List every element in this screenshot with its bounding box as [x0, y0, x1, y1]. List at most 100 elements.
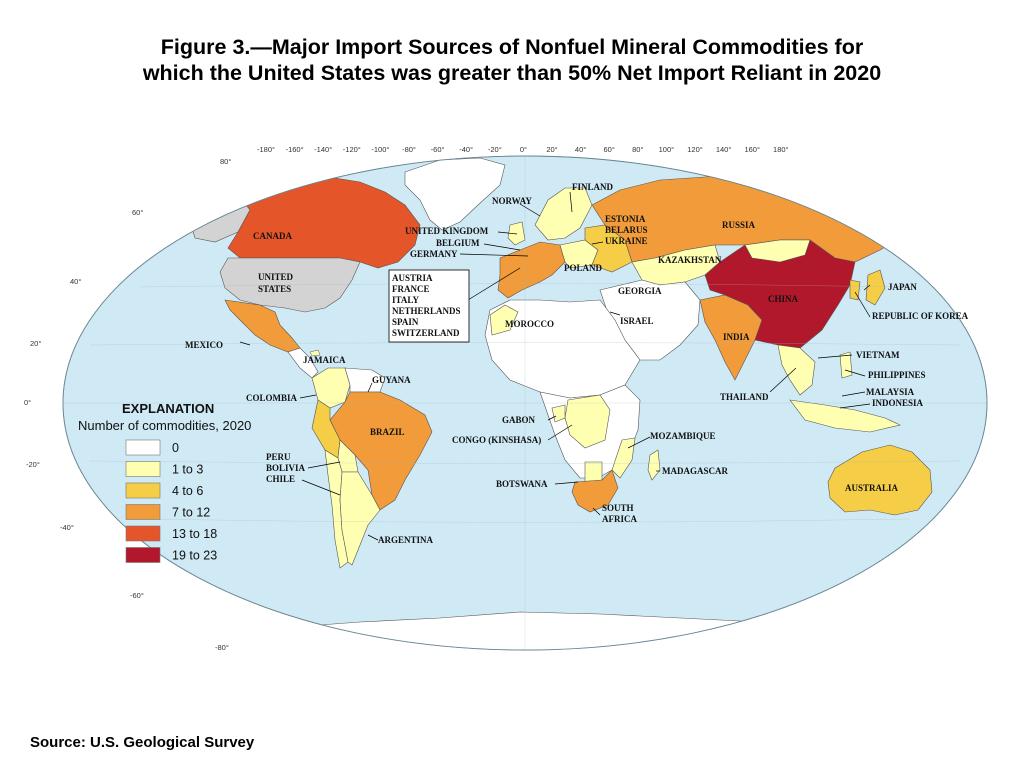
longitude-tick: 0°	[520, 145, 527, 154]
title-line-2: which the United States was greater than…	[142, 61, 882, 85]
label-jamaica: JAMAICA	[303, 355, 346, 365]
label-thailand: THAILAND	[720, 392, 769, 402]
latitude-tick: 0°	[24, 398, 31, 407]
legend-swatch	[125, 461, 161, 477]
label-indonesia: INDONESIA	[872, 398, 924, 408]
label-poland: POLAND	[564, 263, 603, 273]
longitude-tick: 140°	[716, 145, 732, 154]
legend-swatch	[125, 504, 161, 520]
longitude-tick: 160°	[744, 145, 760, 154]
source-note: Source: U.S. Geological Survey	[30, 734, 255, 751]
longitude-tick: -20°	[488, 145, 502, 154]
legend-label: 13 to 18	[172, 527, 217, 541]
land-western-europe	[497, 241, 566, 299]
label-belgium: BELGIUM	[436, 238, 480, 248]
longitude-tick: 40°	[575, 145, 586, 154]
label-colombia: COLOMBIA	[246, 393, 298, 403]
europe-box	[388, 269, 470, 343]
latitude-tick: 40°	[70, 277, 81, 286]
europe-box-item: FRANCE	[392, 284, 430, 294]
longitude-tick: 100°	[659, 145, 675, 154]
land-south-africa	[571, 469, 619, 513]
label-argentina: ARGENTINA	[378, 535, 434, 545]
figure-title: Figure 3.—Major Import Sources of Nonfue…	[0, 34, 1024, 86]
label-united-kingdom: UNITED KINGDOM	[405, 226, 489, 236]
latitude-tick: -20°	[26, 460, 40, 469]
legend-swatch	[125, 439, 161, 456]
label-norway: NORWAY	[492, 196, 532, 206]
label-malaysia: MALAYSIA	[866, 387, 915, 397]
label-germany: GERMANY	[410, 249, 458, 259]
label-vietnam: VIETNAM	[856, 350, 900, 360]
label-belarus: BELARUS	[605, 225, 648, 235]
label-korea: REPUBLIC OF KOREA	[872, 311, 969, 321]
longitude-tick: 80°	[632, 145, 643, 154]
label-mexico: MEXICO	[185, 340, 223, 350]
legend-swatch	[125, 547, 161, 563]
latitude-ticks: 80° 60° 40° 20° 0° -20° -40° -60° -80°	[24, 157, 231, 652]
label-south-africa: SOUTH	[602, 503, 634, 513]
latitude-tick: 20°	[30, 339, 41, 348]
europe-box-item: AUSTRIA	[392, 273, 433, 283]
label-philippines: PHILIPPINES	[868, 370, 926, 380]
label-japan: JAPAN	[888, 282, 917, 292]
legend-subtitle: Number of commodities, 2020	[78, 418, 251, 433]
longitude-tick: -40°	[459, 145, 473, 154]
title-line-1: Figure 3.—Major Import Sources of Nonfue…	[160, 35, 864, 59]
land-se-asia	[777, 344, 816, 396]
label-united-states: UNITED	[258, 272, 294, 282]
label-madagascar: MADAGASCAR	[662, 466, 728, 476]
land-jamaica	[309, 349, 321, 357]
legend-swatch	[125, 525, 161, 542]
legend-title: EXPLANATION	[122, 401, 214, 416]
latitude-tick: -80°	[215, 643, 229, 652]
longitude-tick: 180°	[773, 145, 789, 154]
europe-box-item: SWITZERLAND	[392, 328, 460, 338]
label-south-africa-2: AFRICA	[602, 514, 637, 524]
longitude-tick: -120°	[343, 145, 361, 154]
land-mozambique	[611, 437, 636, 479]
land-greenland	[404, 157, 506, 231]
longitude-ticks: -180° -160° -140° -120° -100° -80° -60° -40° -20…	[257, 145, 789, 154]
europe-box-item: SPAIN	[392, 317, 419, 327]
land-indonesia	[789, 399, 901, 433]
label-gabon: GABON	[502, 415, 536, 425]
label-canada: CANADA	[253, 231, 292, 241]
land-congo	[564, 394, 611, 449]
label-brazil: BRAZIL	[370, 427, 405, 437]
latitude-tick: 80°	[220, 157, 231, 166]
country-labels: CANADA UNITED STATES MEXICO JAMAICA COLO…	[185, 182, 969, 545]
label-finland: FINLAND	[572, 182, 614, 192]
land-australia	[827, 444, 933, 516]
label-chile: CHILE	[266, 474, 295, 484]
land-new-zealand	[949, 514, 963, 536]
longitude-tick: 60°	[604, 145, 615, 154]
label-bolivia: BOLIVIA	[266, 463, 306, 473]
land-canada	[227, 177, 421, 269]
globe-outline	[62, 155, 988, 651]
land-argentina	[339, 471, 381, 566]
label-botswana: BOTSWANA	[496, 479, 548, 489]
land-mongolia	[744, 239, 811, 263]
label-israel: ISRAEL	[620, 316, 654, 326]
label-peru: PERU	[266, 452, 291, 462]
label-ukraine: UKRAINE	[605, 236, 648, 246]
longitude-tick: 120°	[687, 145, 703, 154]
legend-label: 0	[172, 441, 179, 455]
label-kazakhstan: KAZAKHSTAN	[658, 255, 722, 265]
europe-box-list: AUSTRIA FRANCE ITALY NETHERLANDS SPAIN S…	[392, 273, 461, 338]
legend-label: 7 to 12	[172, 506, 210, 520]
legend-swatch	[125, 482, 161, 499]
label-india: INDIA	[723, 332, 750, 342]
legend-label: 19 to 23	[172, 549, 217, 563]
longitude-tick: -100°	[371, 145, 389, 154]
leader-lines	[239, 191, 871, 541]
label-morocco: MOROCCO	[505, 319, 554, 329]
land-morocco	[489, 304, 519, 336]
land-central-america	[287, 347, 319, 379]
label-congo: CONGO (KINSHASA)	[452, 435, 541, 445]
land-madagascar	[647, 449, 661, 481]
land-uk	[507, 221, 526, 246]
land-north-africa	[484, 299, 641, 399]
label-united-states-2: STATES	[258, 284, 291, 294]
